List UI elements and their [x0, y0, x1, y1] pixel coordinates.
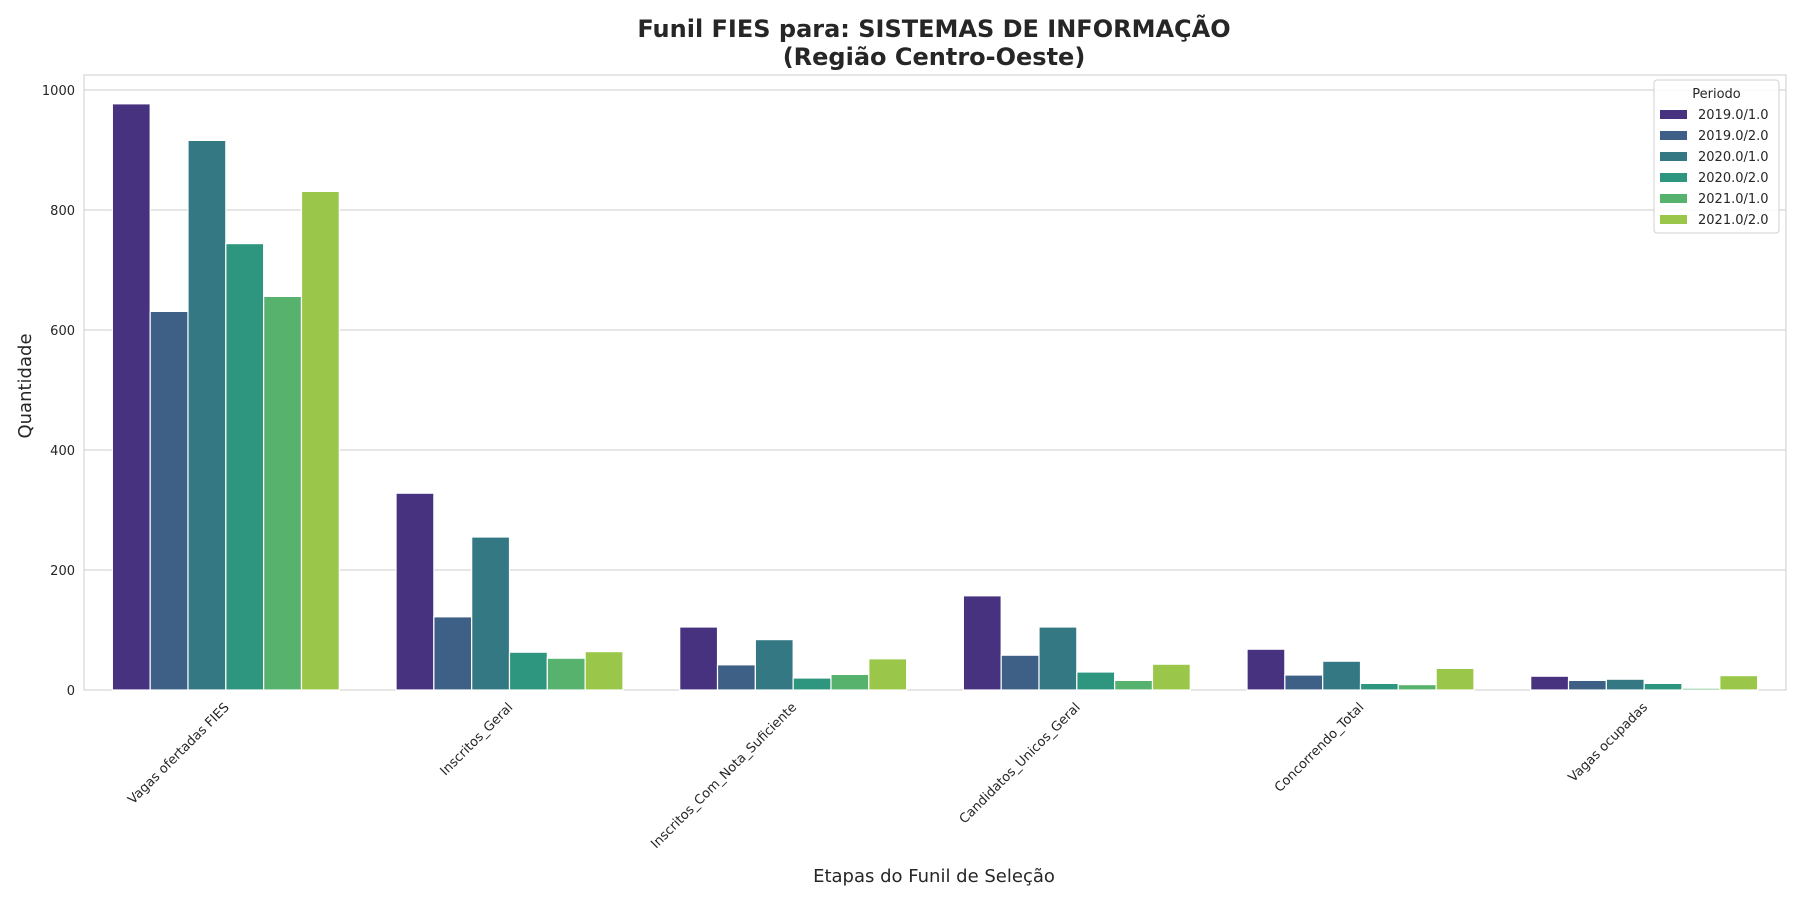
legend-label: 2019.0/2.0: [1698, 129, 1769, 144]
x-tick-label: Vagas ofertadas FIES: [125, 700, 232, 807]
bar: [1719, 674, 1759, 691]
bar: [1151, 663, 1191, 691]
bar: [263, 295, 303, 691]
y-tick-label: 400: [50, 444, 75, 459]
legend: Periodo 2019.0/1.0 2019.0/2.0 2020.0/1.0 20…: [1653, 79, 1780, 234]
chart-title-line1: Funil FIES para: SISTEMAS DE INFORMAÇÃO: [637, 14, 1230, 43]
bar: [1397, 683, 1437, 691]
bar: [1359, 682, 1399, 691]
legend-swatch: [1660, 215, 1687, 224]
bar: [679, 626, 719, 691]
bar: [962, 595, 1002, 691]
x-tick-label: Concorrendo_Total: [1272, 700, 1367, 795]
y-gridlines: [84, 89, 1786, 691]
bar: [1567, 679, 1607, 691]
legend-label: 2021.0/2.0: [1698, 213, 1769, 228]
bar: [1681, 687, 1721, 691]
y-tick-label: 1000: [42, 84, 75, 99]
bar: [1000, 654, 1040, 691]
y-tick-label: 800: [50, 204, 75, 219]
bar: [149, 310, 189, 691]
plot-area: [83, 74, 1787, 691]
bar: [1284, 674, 1324, 691]
bar: [187, 139, 227, 691]
legend-label: 2020.0/1.0: [1698, 150, 1769, 165]
legend-title: Periodo: [1692, 87, 1741, 102]
bar: [433, 616, 473, 691]
bar: [584, 650, 624, 691]
bar: [300, 190, 340, 691]
x-tick-labels: Vagas ofertadas FIES Inscritos_Geral Inscr…: [125, 700, 1651, 852]
bar: [868, 658, 908, 691]
bar: [471, 536, 511, 691]
bars: [111, 103, 1759, 691]
x-tick-label: Vagas ocupadas: [1566, 700, 1651, 785]
bar: [395, 492, 435, 691]
x-tick-label: Inscritos_Geral: [438, 700, 517, 779]
x-tick-label: Inscritos_Com_Nota_Suficiente: [648, 700, 800, 852]
bar: [792, 677, 832, 691]
bar: [1605, 678, 1645, 691]
chart-title-line2: (Região Centro-Oeste): [783, 43, 1086, 71]
legend-swatch: [1660, 110, 1687, 119]
x-axis-label: Etapas do Funil de Seleção: [813, 866, 1055, 887]
legend-label: 2019.0/1.0: [1698, 108, 1769, 123]
bar: [1076, 671, 1116, 691]
bar: [1246, 648, 1286, 691]
bar: [1435, 667, 1475, 691]
bar: [111, 103, 151, 691]
bar: [830, 673, 870, 691]
legend-label: 2021.0/1.0: [1698, 192, 1769, 207]
bar: [1038, 626, 1078, 691]
x-tick-label: Candidatos_Unicos_Geral: [957, 700, 1084, 827]
bar: [508, 651, 548, 691]
y-axis-label: Quantidade: [15, 333, 36, 438]
y-tick-label: 600: [50, 324, 75, 339]
bar: [1114, 679, 1154, 691]
bar: [1322, 660, 1362, 691]
bar: [754, 638, 794, 691]
bar: [716, 664, 756, 691]
y-tick-label: 0: [67, 684, 75, 699]
bar: [1643, 682, 1683, 691]
y-tick-labels: 0 200 400 600 800 1000: [42, 84, 75, 699]
legend-label: 2020.0/2.0: [1698, 171, 1769, 186]
bar: [1530, 675, 1570, 691]
y-tick-label: 200: [50, 564, 75, 579]
legend-swatch: [1660, 173, 1687, 182]
bar: [546, 657, 586, 691]
bar: [225, 243, 265, 691]
legend-swatch: [1660, 194, 1687, 203]
legend-swatch: [1660, 131, 1687, 140]
legend-swatch: [1660, 152, 1687, 161]
